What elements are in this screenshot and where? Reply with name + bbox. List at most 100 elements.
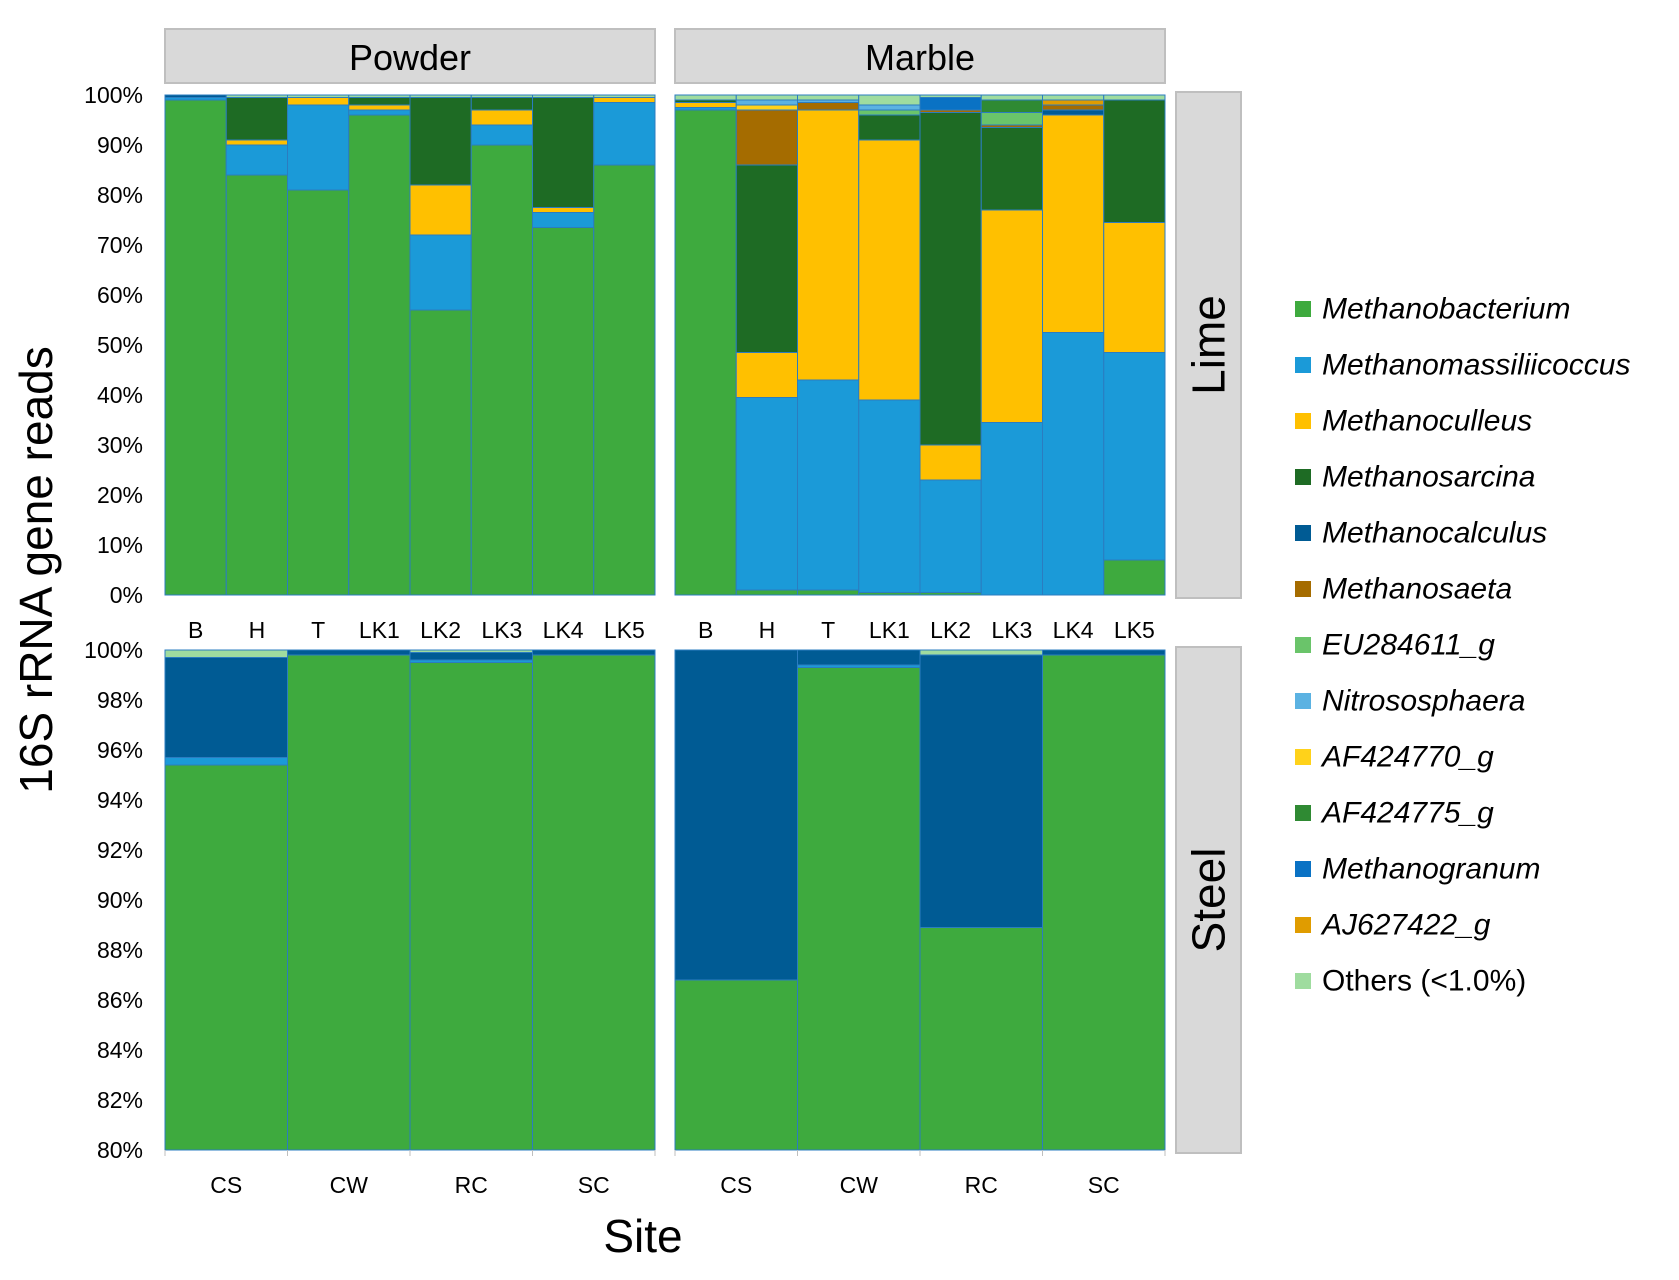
bar-segment-lime-powder-lk2-others [409, 94, 472, 98]
bar-segment-lime-powder-t-others [287, 94, 350, 98]
ytick-lime-10: 10% [97, 532, 143, 558]
xtick-lime-powder-lk2: LK2 [420, 617, 461, 643]
facet-strip-powder [164, 28, 656, 84]
xtick-lime-powder-lk5: LK5 [604, 617, 645, 643]
facet-strip-lime [1175, 91, 1242, 599]
xtick-lime-marble-lk5: LK5 [1114, 617, 1155, 643]
bar-segment-lime-marble-t-methanoculleus [797, 109, 860, 381]
bar-segment-lime-marble-h-methanomassiliicoccus [735, 397, 798, 591]
bar-segment-steel-powder-cs-methanocalculus [164, 657, 288, 758]
legend-swatch-nitrososphaera [1295, 693, 1311, 709]
bar-segment-lime-powder-lk3-others [470, 94, 533, 98]
xtick-lime-powder-t: T [311, 617, 325, 643]
xtick-lime-marble-t: T [821, 617, 835, 643]
bar-segment-lime-marble-lk1-others [858, 94, 921, 106]
legend-swatch-methanomassiliicoccus [1295, 357, 1311, 373]
bar-segment-lime-powder-h-others [225, 94, 288, 98]
ytick-steel-92: 92% [97, 837, 143, 863]
bar-segment-lime-marble-lk5-methanoculleus [1103, 222, 1166, 353]
bar-segment-lime-marble-lk1-methanoculleus [858, 139, 921, 401]
bar-segment-lime-powder-h-methanosarcina [225, 97, 288, 141]
legend-swatch-af424770-g [1295, 749, 1311, 765]
bar-segment-steel-powder-rc-methanobacterium [409, 662, 533, 1151]
ytick-lime-100: 100% [84, 82, 143, 108]
xtick-steel-marble-cs: CS [720, 1172, 752, 1198]
bar-segment-lime-powder-t-methanoculleus [287, 97, 350, 106]
legend-swatch-methanosarcina [1295, 469, 1311, 485]
bar-segment-lime-marble-lk2-others [919, 94, 982, 98]
legend-swatch-aj627422-g [1295, 917, 1311, 933]
bar-segment-lime-marble-lk1-eu284611-g [858, 109, 921, 116]
bar-segment-lime-powder-lk1-methanosarcina [348, 97, 411, 106]
bar-segment-steel-marble-cw-methanocalculus [797, 649, 921, 666]
ytick-steel-88: 88% [97, 937, 143, 963]
legend-label-af424775-g: AF424775_g [1320, 797, 1494, 830]
bar-segment-lime-powder-lk1-methanoculleus [348, 104, 411, 111]
bar-segment-lime-powder-t-methanomassiliicoccus [287, 104, 350, 191]
legend-swatch-methanobacterium [1295, 301, 1311, 317]
bar-segment-steel-powder-sc-methanobacterium [532, 654, 656, 1151]
xtick-steel-powder-sc: SC [578, 1172, 610, 1198]
bar-segment-lime-marble-h-methanosarcina [735, 164, 798, 353]
legend-label-methanobacterium: Methanobacterium [1322, 293, 1570, 326]
bar-segment-lime-marble-h-methanobacterium [735, 589, 798, 596]
bar-segment-lime-powder-lk4-methanoculleus [532, 207, 595, 213]
bar-segment-lime-marble-t-others [797, 94, 860, 101]
xtick-lime-powder-b: B [188, 617, 203, 643]
xtick-steel-marble-sc: SC [1088, 1172, 1120, 1198]
bar-segment-lime-powder-lk1-methanomassiliicoccus [348, 109, 411, 116]
bar-segment-lime-powder-lk3-methanoculleus [470, 109, 533, 126]
facet-label-marble: Marble [865, 37, 975, 78]
bar-segment-lime-marble-lk1-nitrososphaera [858, 104, 921, 111]
xtick-lime-powder-lk1: LK1 [359, 617, 400, 643]
xtick-steel-marble-cw: CW [840, 1172, 879, 1198]
bar-segment-steel-powder-cs-others [164, 649, 288, 658]
bar-segment-lime-marble-lk3-others [980, 94, 1043, 101]
bar-segment-lime-powder-b-methanobacterium [164, 99, 227, 596]
bar-segment-lime-powder-lk5-others [593, 94, 656, 98]
bar-segment-steel-marble-sc-methanocalculus [1042, 649, 1166, 656]
legend-swatch-methanoculleus [1295, 413, 1311, 429]
legend-swatch-others [1295, 973, 1311, 989]
ytick-lime-30: 30% [97, 432, 143, 458]
xtick-lime-marble-lk1: LK1 [869, 617, 910, 643]
legend-label-af424770-g: AF424770_g [1320, 741, 1494, 774]
bar-segment-lime-marble-lk4-methanomassiliicoccus [1042, 332, 1105, 596]
legend-swatch-af424775-g [1295, 805, 1311, 821]
bar-segment-lime-powder-h-methanoculleus [225, 139, 288, 146]
bar-segment-steel-powder-sc-methanocalculus [532, 649, 656, 656]
bar-segment-lime-marble-lk5-methanobacterium [1103, 559, 1166, 596]
bar-segment-lime-marble-h-af424770-g [735, 104, 798, 111]
bar-segment-lime-marble-lk4-methanoculleus [1042, 114, 1105, 333]
bar-segment-lime-powder-lk4-methanomassiliicoccus [532, 212, 595, 228]
ytick-steel-82: 82% [97, 1087, 143, 1113]
facet-strip-steel [1175, 646, 1242, 1154]
ytick-lime-60: 60% [97, 282, 143, 308]
bar-segment-steel-powder-cw-methanobacterium [287, 654, 411, 1151]
ytick-steel-90: 90% [97, 887, 143, 913]
ytick-lime-90: 90% [97, 132, 143, 158]
legend-label-methanosarcina: Methanosarcina [1322, 461, 1535, 494]
bar-segment-lime-powder-lk5-methanoculleus [593, 97, 656, 103]
bar-segment-lime-powder-lk1-methanobacterium [348, 114, 411, 596]
ytick-steel-100: 100% [84, 637, 143, 663]
ytick-steel-96: 96% [97, 737, 143, 763]
bar-segment-lime-marble-lk3-methanoculleus [980, 209, 1043, 423]
facet-label-powder: Powder [349, 37, 471, 78]
ytick-steel-80: 80% [97, 1137, 143, 1163]
bar-segment-steel-marble-cs-methanobacterium [674, 979, 798, 1151]
bar-segment-lime-powder-lk5-methanomassiliicoccus [593, 102, 656, 166]
bar-segment-lime-marble-b-others [674, 94, 737, 101]
ytick-lime-50: 50% [97, 332, 143, 358]
legend-label-methanoculleus: Methanoculleus [1322, 405, 1532, 438]
x-axis-title: Site [603, 1210, 682, 1262]
xtick-lime-marble-b: B [698, 617, 713, 643]
legend-label-eu284611-g: EU284611_g [1322, 629, 1495, 662]
bar-segment-lime-powder-lk5-methanobacterium [593, 164, 656, 596]
bar-segment-steel-marble-rc-methanobacterium [919, 927, 1043, 1151]
bar-segment-lime-marble-lk4-methanocalculus [1042, 109, 1105, 116]
bar-segment-lime-powder-b-methanocalculus [164, 94, 227, 98]
bar-segment-lime-marble-lk1-methanosarcina [858, 114, 921, 141]
